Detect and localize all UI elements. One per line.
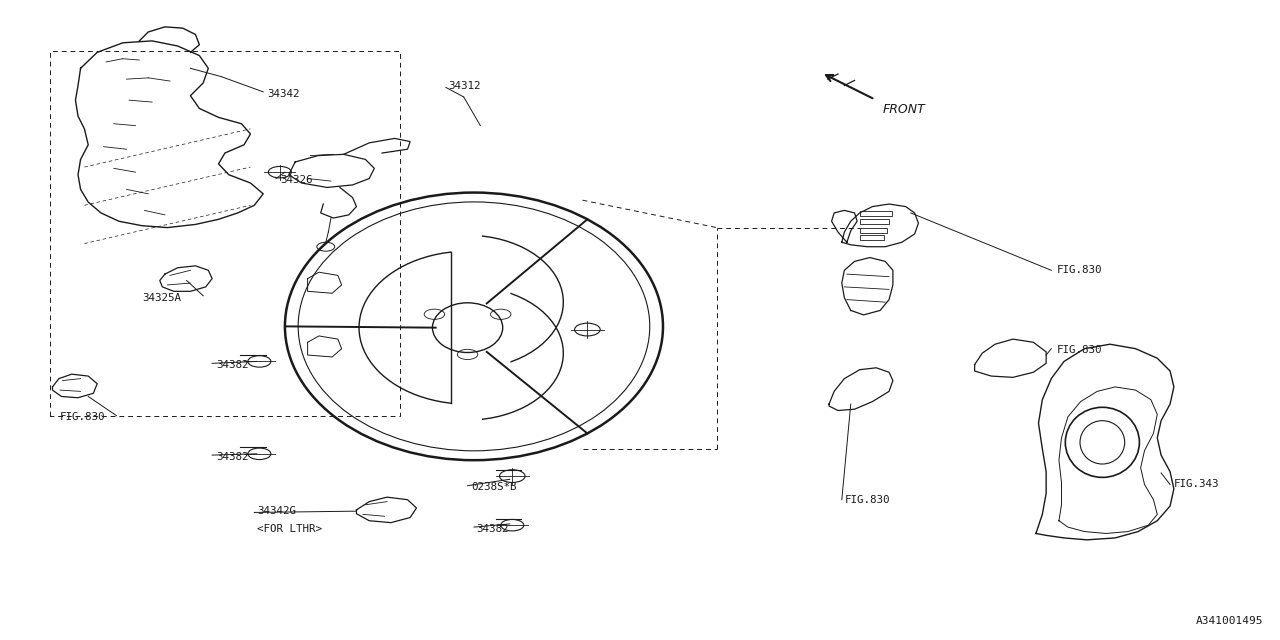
Text: 34382: 34382: [216, 452, 248, 462]
Text: FIG.830: FIG.830: [1056, 266, 1102, 275]
Text: FIG.343: FIG.343: [1174, 479, 1220, 490]
Text: 34325A: 34325A: [142, 292, 180, 303]
Text: A341001495: A341001495: [1196, 616, 1263, 626]
Text: <FOR LTHR>: <FOR LTHR>: [257, 524, 321, 534]
Text: FIG.830: FIG.830: [60, 412, 106, 422]
Text: 34342G: 34342G: [257, 506, 296, 516]
Text: FRONT: FRONT: [883, 103, 925, 116]
Text: 0238S*B: 0238S*B: [471, 482, 517, 492]
Text: 34382: 34382: [216, 360, 248, 370]
Text: 34326: 34326: [280, 175, 312, 185]
Text: 34342: 34342: [268, 89, 300, 99]
Text: 34312: 34312: [448, 81, 481, 90]
Text: 34382: 34382: [476, 524, 509, 534]
Text: FIG.830: FIG.830: [1056, 345, 1102, 355]
Text: FIG.830: FIG.830: [845, 495, 890, 505]
